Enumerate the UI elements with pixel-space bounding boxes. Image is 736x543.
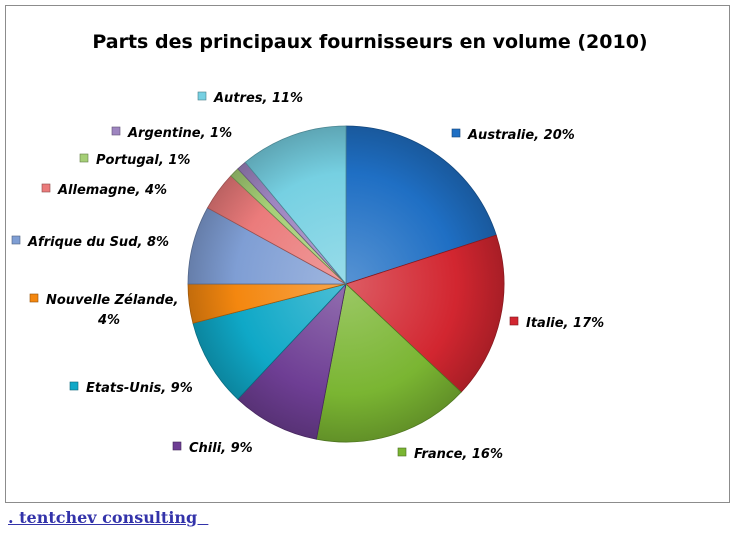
legend-marker-afrique-du-sud bbox=[11, 235, 21, 245]
data-label-etats-unis: Etats-Unis, 9% bbox=[86, 381, 193, 396]
pie-slice-chili bbox=[237, 282, 347, 440]
chart-title: Parts des principaux fournisseurs en vol… bbox=[92, 31, 647, 53]
pie-slice-italie bbox=[345, 234, 505, 393]
data-label-allemagne: Allemagne, 4% bbox=[57, 183, 167, 198]
data-label-autres: Autres, 11% bbox=[213, 91, 303, 106]
legend-marker-nouvelle-zelande bbox=[29, 293, 39, 303]
data-label-australie: Australie, 20% bbox=[467, 128, 575, 143]
chart-frame: Parts des principaux fournisseurs en vol… bbox=[5, 5, 730, 503]
data-label-portugal: Portugal, 1% bbox=[96, 153, 190, 168]
pie-slice-autres bbox=[244, 125, 347, 286]
legend-marker-france bbox=[397, 447, 407, 457]
legend-marker-allemagne bbox=[41, 183, 51, 193]
pie-slice-etats-unis bbox=[192, 283, 348, 400]
data-label-argentine: Argentine, 1% bbox=[127, 126, 232, 141]
pie-slice-france bbox=[315, 283, 462, 443]
legend-marker-argentine bbox=[111, 126, 121, 136]
legend-marker-autres bbox=[197, 91, 207, 101]
data-label-italie: Italie, 17% bbox=[526, 316, 604, 331]
legend-marker-australie bbox=[451, 128, 461, 138]
data-label-nouvelle-zelande: Nouvelle Zélande, 4% bbox=[46, 293, 178, 328]
footer-link[interactable]: . tentchev consulting bbox=[8, 508, 209, 527]
data-label-afrique-du-sud: Afrique du Sud, 8% bbox=[27, 235, 169, 250]
legend-marker-chili bbox=[172, 441, 182, 451]
legend-marker-etats-unis bbox=[69, 381, 79, 391]
pie-slices bbox=[187, 125, 505, 443]
pie-chart: Parts des principaux fournisseurs en vol… bbox=[11, 31, 648, 462]
data-label-france: France, 16% bbox=[414, 447, 503, 462]
pie-labels: Australie, 20% Italie, 17% France, 16% Chil… bbox=[11, 91, 604, 462]
legend-marker-italie bbox=[509, 316, 519, 326]
pie-slice-australie bbox=[345, 125, 497, 285]
data-label-chili: Chili, 9% bbox=[189, 441, 253, 456]
legend-marker-portugal bbox=[79, 153, 89, 163]
